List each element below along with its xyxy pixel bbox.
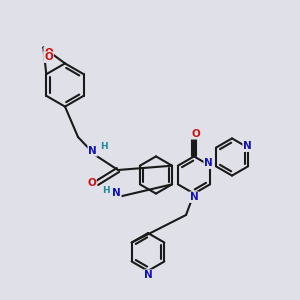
Text: H: H <box>102 186 110 195</box>
Text: N: N <box>144 270 153 280</box>
Text: O: O <box>44 52 53 62</box>
Text: N: N <box>204 158 213 168</box>
Text: H: H <box>100 142 108 151</box>
Text: N: N <box>190 192 198 202</box>
Text: O: O <box>44 48 53 58</box>
Text: O: O <box>191 129 200 139</box>
Text: N: N <box>88 146 97 156</box>
Text: N: N <box>243 141 252 151</box>
Text: N: N <box>112 188 121 198</box>
Text: O: O <box>87 178 96 188</box>
